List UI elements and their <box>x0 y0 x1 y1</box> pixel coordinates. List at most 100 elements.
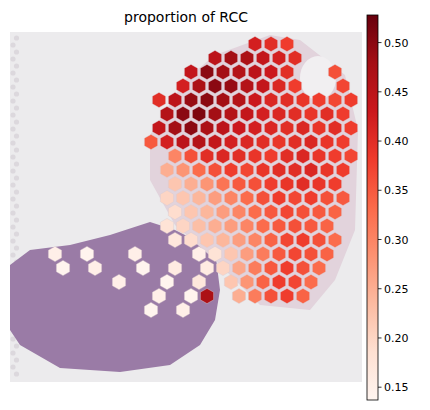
spot <box>288 190 301 205</box>
spot <box>288 50 301 65</box>
spot <box>224 162 237 177</box>
spot <box>152 120 165 135</box>
spot <box>248 232 261 247</box>
spot <box>160 218 173 233</box>
spot <box>256 106 269 121</box>
spot <box>264 204 277 219</box>
spots <box>48 36 357 317</box>
fiducial-dot <box>14 119 19 124</box>
spot <box>272 162 285 177</box>
colorbar-tick <box>378 239 382 240</box>
fiducial-dot <box>10 112 15 117</box>
spot <box>344 148 357 163</box>
spot <box>232 288 245 303</box>
spot <box>248 64 261 79</box>
colorbar-tick-label: 0.20 <box>384 332 409 345</box>
spot <box>280 148 293 163</box>
spot <box>232 176 245 191</box>
spot <box>224 190 237 205</box>
fiducial-dot <box>10 350 15 355</box>
spot <box>152 92 165 107</box>
spot <box>208 162 221 177</box>
spot <box>224 274 237 289</box>
spot <box>184 288 197 303</box>
spot <box>240 190 253 205</box>
spot <box>216 64 229 79</box>
spot <box>240 106 253 121</box>
spot <box>304 106 317 121</box>
spot <box>344 120 357 135</box>
spot <box>224 106 237 121</box>
spot <box>240 50 253 65</box>
spot <box>56 260 69 275</box>
spot <box>272 246 285 261</box>
spot <box>256 50 269 65</box>
spot <box>192 190 205 205</box>
spot <box>304 246 317 261</box>
spot <box>232 64 245 79</box>
spot <box>248 176 261 191</box>
fiducial-dot <box>10 84 15 89</box>
spot <box>168 176 181 191</box>
spot <box>184 120 197 135</box>
spot <box>224 246 237 261</box>
spot <box>144 302 157 317</box>
colorbar-tick <box>378 387 382 388</box>
spot <box>256 78 269 93</box>
spot <box>200 120 213 135</box>
spot <box>168 120 181 135</box>
spot <box>48 246 61 261</box>
colorbar-tick-label: 0.50 <box>384 37 409 50</box>
fiducial-dot <box>14 105 19 110</box>
spot <box>304 162 317 177</box>
spot <box>280 288 293 303</box>
spot <box>280 36 293 51</box>
spot <box>328 232 341 247</box>
spot <box>176 302 189 317</box>
colorbar-tick-label: 0.30 <box>384 234 409 247</box>
spot <box>176 162 189 177</box>
fiducial-dot <box>14 49 19 54</box>
spot <box>312 260 325 275</box>
spot <box>320 218 333 233</box>
spot <box>304 190 317 205</box>
spot <box>160 134 173 149</box>
spot <box>200 260 213 275</box>
spot <box>216 176 229 191</box>
fiducial-dot <box>14 217 19 222</box>
colorbar-tick <box>378 288 382 289</box>
spot <box>288 78 301 93</box>
spot <box>288 218 301 233</box>
spot <box>160 106 173 121</box>
spot <box>224 134 237 149</box>
spot <box>288 162 301 177</box>
spot <box>208 134 221 149</box>
spot <box>312 120 325 135</box>
spot <box>160 274 173 289</box>
fiducial-dot <box>14 147 19 152</box>
spot <box>336 106 349 121</box>
fiducial-dot <box>14 203 19 208</box>
spot <box>248 204 261 219</box>
spot <box>296 260 309 275</box>
spot <box>296 204 309 219</box>
spot <box>232 148 245 163</box>
spot <box>320 134 333 149</box>
spot <box>320 162 333 177</box>
fiducial-dot <box>14 371 19 376</box>
spot <box>264 288 277 303</box>
colorbar-tick-label: 0.15 <box>384 381 409 394</box>
spot <box>304 274 317 289</box>
spot <box>168 260 181 275</box>
spot <box>312 92 325 107</box>
spot <box>200 232 213 247</box>
spot <box>328 176 341 191</box>
spot <box>224 218 237 233</box>
spot <box>192 106 205 121</box>
spot <box>200 176 213 191</box>
spot <box>192 246 205 261</box>
spot <box>184 176 197 191</box>
spot <box>184 92 197 107</box>
spot <box>312 148 325 163</box>
spot <box>304 218 317 233</box>
